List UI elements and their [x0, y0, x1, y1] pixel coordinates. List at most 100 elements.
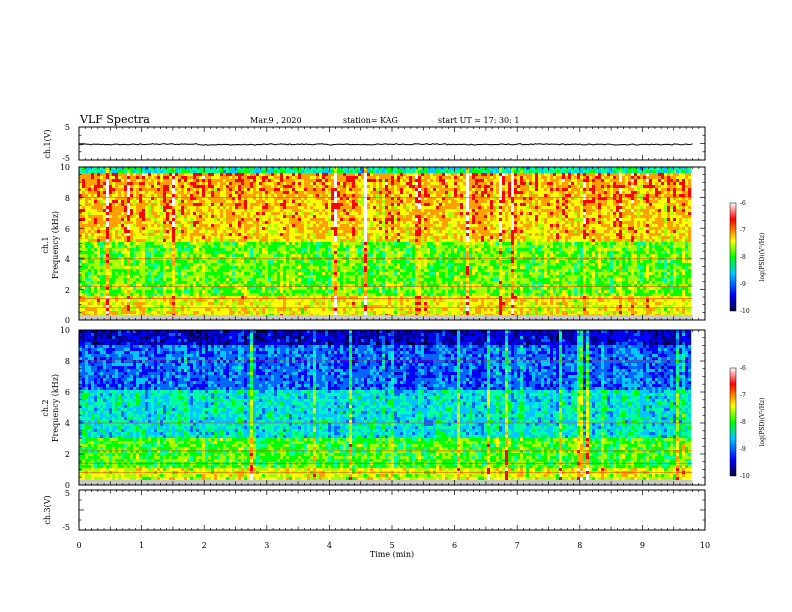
ch1-spec-cell [178, 230, 182, 234]
ch1-spec-cell [286, 224, 290, 228]
ch1-spec-cell [199, 224, 203, 228]
ch1-spec-cell [112, 254, 116, 258]
ch1-spec-cell [343, 302, 347, 306]
ch1-spec-cell [157, 230, 161, 234]
ch1-spec-cell [178, 179, 182, 183]
ch1-spec-cell [94, 311, 98, 315]
ch1-spec-cell [154, 182, 158, 186]
ch1-spec-cell [313, 308, 317, 312]
ch1-spec-cell [133, 239, 137, 243]
ch1-spec-cell [199, 200, 203, 204]
ch1-spec-cell [331, 236, 335, 240]
ch1-spec-cell [304, 173, 308, 177]
ch1-spec-cell [154, 308, 158, 312]
ch1-spec-cell [190, 299, 194, 303]
ch1-spec-cell [250, 263, 254, 267]
ch1-spec-cell [304, 209, 308, 213]
ch1-spec-cell [133, 245, 137, 249]
ch1-spec-cell [349, 305, 353, 309]
ch1-spec-cell [103, 191, 107, 195]
ch1-spec-cell [331, 230, 335, 234]
ch1-spec-cell [157, 194, 161, 198]
ch1-spec-cell [343, 239, 347, 243]
ch1-spec-cell [364, 266, 368, 270]
ch1-spec-cell [313, 281, 317, 285]
ch1-spec-cell [142, 191, 146, 195]
ch1-spec-cell [271, 233, 275, 237]
ch1-spec-cell [172, 290, 176, 294]
ch1-spec-cell [106, 296, 110, 300]
ch1-spec-cell [157, 290, 161, 294]
ch1-spec-cell [253, 308, 257, 312]
ch1-spec-cell [349, 176, 353, 180]
ch1-spec-cell [160, 212, 164, 216]
ch1-spec-cell [226, 248, 230, 252]
ch1-spec-cell [244, 308, 248, 312]
ch1-spec-cell [304, 215, 308, 219]
ch1-spec-cell [229, 305, 233, 309]
ch1-spec-cell [139, 209, 143, 213]
ch1-spec-cell [352, 248, 356, 252]
ch1-spec-cell [322, 236, 326, 240]
ch1-spec-cell [160, 230, 164, 234]
ch1-spec-cell [220, 272, 224, 276]
ch1-spec-cell [109, 194, 113, 198]
ch1-spec-cell [271, 245, 275, 249]
ch1-spec-cell [280, 302, 284, 306]
ch1-spec-cell [226, 263, 230, 267]
ch1-spec-cell [292, 206, 296, 210]
ch1-spec-cell [346, 266, 350, 270]
ch1-spec-cell [358, 260, 362, 264]
ch1-spec-cell [109, 233, 113, 237]
ch1-spec-cell [145, 284, 149, 288]
ch1-spec-cell [292, 308, 296, 312]
ch1-spec-cell [205, 281, 209, 285]
ch1-spec-cell [304, 227, 308, 231]
ch1-spec-cell [310, 173, 314, 177]
ch1-spec-cell [340, 284, 344, 288]
ch1-spec-cell [118, 221, 122, 225]
ch1-spec-cell [292, 260, 296, 264]
ch1-spec-cell [130, 311, 134, 315]
ch1-spec-cell [268, 305, 272, 309]
ch1-spec-cell [295, 173, 299, 177]
ch1-spec-cell [328, 188, 332, 192]
ch1-spec-cell [100, 278, 104, 282]
ch1-spec-cell [172, 182, 176, 186]
ch1-spec-cell [88, 266, 92, 270]
ch1-spec-cell [130, 191, 134, 195]
ch1-spec-cell [283, 272, 287, 276]
ch1-spec-cell [274, 197, 278, 201]
ch1-spec-cell [292, 224, 296, 228]
ch1-spec-cell [280, 224, 284, 228]
ch1-spec-cell [97, 203, 101, 207]
ch1-spec-cell [88, 269, 92, 273]
ch1-spec-cell [211, 200, 215, 204]
ch1-spec-cell [304, 179, 308, 183]
ch1-spec-cell [235, 170, 239, 174]
ch1-spec-cell [358, 272, 362, 276]
ch1-spec-cell [223, 299, 227, 303]
ch1-spec-cell [136, 248, 140, 252]
ch1-spec-cell [208, 167, 212, 171]
ch1-spec-cell [172, 188, 176, 192]
ch1-spec-cell [241, 209, 245, 213]
ch1-spec-cell [202, 206, 206, 210]
ch1-spec-cell [217, 212, 221, 216]
ch1-spec-cell [148, 266, 152, 270]
ch1-spec-cell [118, 188, 122, 192]
ch1-spec-cell [253, 296, 257, 300]
ch1-spec-cell [184, 233, 188, 237]
ch1-spec-cell [220, 191, 224, 195]
ch1-spec-cell [172, 254, 176, 258]
ch1-spec-cell [166, 263, 170, 267]
ch1-spec-cell [151, 272, 155, 276]
ch1-spec-cell [316, 230, 320, 234]
ch1-spec-cell [235, 293, 239, 297]
ch1-spec-cell [319, 233, 323, 237]
ch1-spec-cell [190, 188, 194, 192]
ch1-spec-cell [214, 308, 218, 312]
ch1-spec-cell [205, 233, 209, 237]
ch1-spec-cell [190, 212, 194, 216]
ch1-spec-cell [310, 272, 314, 276]
